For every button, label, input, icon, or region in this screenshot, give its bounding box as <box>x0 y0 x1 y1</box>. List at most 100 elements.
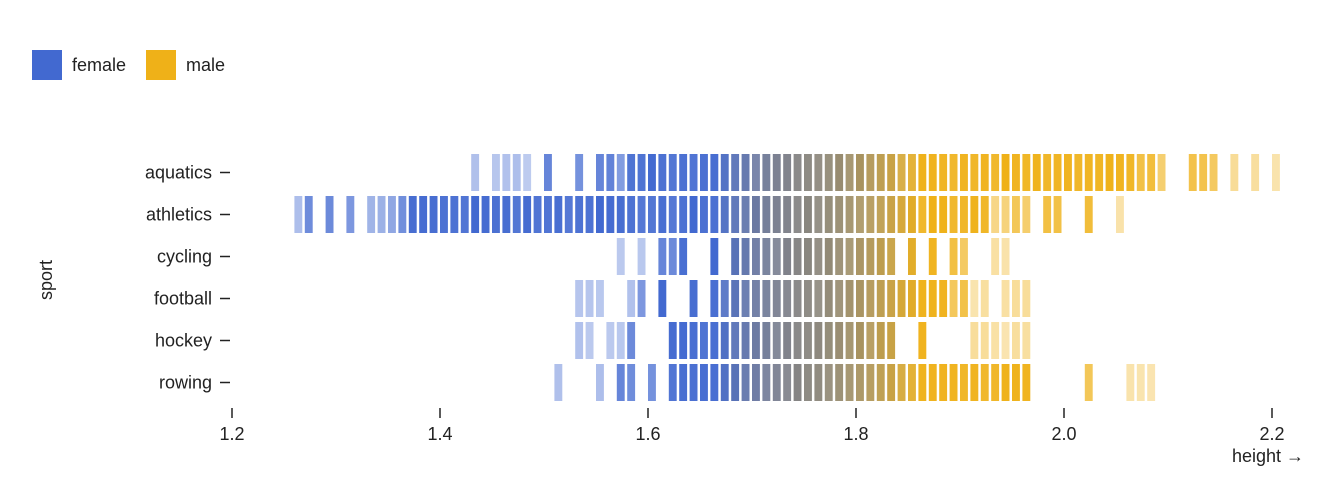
heatmap-cell <box>689 280 698 317</box>
heatmap-cell <box>720 364 729 401</box>
heatmap-cell <box>1084 364 1093 401</box>
heatmap-cell <box>741 154 750 191</box>
heatmap-cell <box>762 154 771 191</box>
heatmap-cell <box>1095 154 1104 191</box>
y-tick-label: rowing <box>159 373 212 393</box>
heatmap-cell <box>1043 196 1052 233</box>
heatmap-cell <box>814 238 823 275</box>
heatmap-cell <box>752 196 760 233</box>
heatmap-cell <box>762 322 771 359</box>
heatmap-cell <box>783 238 792 275</box>
heatmap-cell <box>1001 154 1010 191</box>
heatmap-cell <box>970 364 979 401</box>
x-tick-label: 1.2 <box>219 424 244 444</box>
heatmap-cell <box>720 154 729 191</box>
heatmap-cell <box>897 364 906 401</box>
heatmap-cell <box>1105 154 1114 191</box>
heatmap-cell <box>596 280 604 317</box>
heatmap-cell <box>928 238 937 275</box>
heatmap-cell <box>887 280 896 317</box>
heatmap-cell <box>1032 154 1041 191</box>
heatmap-cell <box>679 364 688 401</box>
heatmap-cell <box>668 238 677 275</box>
heatmap-cell <box>835 322 844 359</box>
heatmap-cell <box>700 364 708 401</box>
heatmap-cell <box>970 322 979 359</box>
heatmap-cell <box>575 196 584 233</box>
heatmap-cell <box>1209 154 1218 191</box>
heatmap-cell <box>970 196 979 233</box>
heatmap-cell <box>814 322 823 359</box>
heatmap-cell <box>772 196 781 233</box>
heatmap-cell <box>710 280 719 317</box>
heatmap-cell <box>939 154 948 191</box>
heatmap-cell <box>523 196 532 233</box>
legend-label-male: male <box>186 54 226 75</box>
heatmap-cell <box>720 280 729 317</box>
heatmap-cell <box>887 238 896 275</box>
heatmap-cell <box>804 364 812 401</box>
heatmap-cell <box>585 322 594 359</box>
heatmap-cell <box>1199 154 1208 191</box>
heatmap-cell <box>637 196 646 233</box>
heatmap-cell <box>616 364 625 401</box>
heatmap-cell <box>918 154 927 191</box>
heatmap-cell <box>648 364 656 401</box>
heatmap-cell <box>752 154 760 191</box>
heatmap-cell <box>772 322 781 359</box>
heatmap-cell <box>866 154 875 191</box>
heatmap-cell <box>856 196 864 233</box>
heatmap-cell <box>845 280 854 317</box>
heatmap-cell <box>1084 196 1093 233</box>
heatmap-cell <box>1043 154 1052 191</box>
heatmap-cell <box>908 196 916 233</box>
heatmap-cell <box>804 154 812 191</box>
heatmap-cell <box>887 154 896 191</box>
heatmap-cell <box>596 364 604 401</box>
heatmap-cell <box>637 154 646 191</box>
heatmap-cell <box>679 322 688 359</box>
heatmap-cell <box>928 196 937 233</box>
heatmap-cell <box>627 196 636 233</box>
heatmap-cell <box>648 196 656 233</box>
heatmap-cell <box>939 196 948 233</box>
heatmap-cell <box>762 364 771 401</box>
heatmap-cell <box>637 280 646 317</box>
heatmap-cell <box>804 196 812 233</box>
heatmap-cell <box>783 364 792 401</box>
heatmap-cell <box>876 322 885 359</box>
y-axis-label: sport <box>36 260 56 300</box>
heatmap-cell <box>1126 364 1135 401</box>
heatmap-cell <box>772 238 781 275</box>
heatmap-cell <box>710 154 719 191</box>
heatmap-cell <box>741 280 750 317</box>
heatmap-cell <box>731 238 740 275</box>
heatmap-cell <box>1074 154 1083 191</box>
heatmap-cell <box>575 154 584 191</box>
legend-swatch-male <box>146 50 177 80</box>
heatmap-cell <box>772 154 781 191</box>
heatmap-cell <box>398 196 407 233</box>
heatmap-cell <box>523 154 532 191</box>
heatmap-cell <box>492 196 500 233</box>
heatmap-cell <box>689 322 698 359</box>
heatmap-cell <box>918 196 927 233</box>
heatmap-cell <box>835 280 844 317</box>
heatmap-cell <box>783 196 792 233</box>
heatmap-cell <box>1157 154 1166 191</box>
legend-item-female: female <box>32 50 126 80</box>
heatmap-cell <box>1147 364 1156 401</box>
heatmap-cell <box>544 154 552 191</box>
heatmap-cell <box>1136 364 1145 401</box>
heatmap-cell <box>980 364 989 401</box>
heatmap-cell <box>1126 154 1135 191</box>
heatmap-cell <box>554 196 563 233</box>
heatmap-cell <box>616 196 625 233</box>
heatmap-cell <box>616 322 625 359</box>
heatmap-cell <box>980 196 989 233</box>
heatmap-cell <box>908 154 916 191</box>
heatmap-cell <box>1001 238 1010 275</box>
heatmap-cell <box>596 196 604 233</box>
heatmap-cell <box>741 322 750 359</box>
